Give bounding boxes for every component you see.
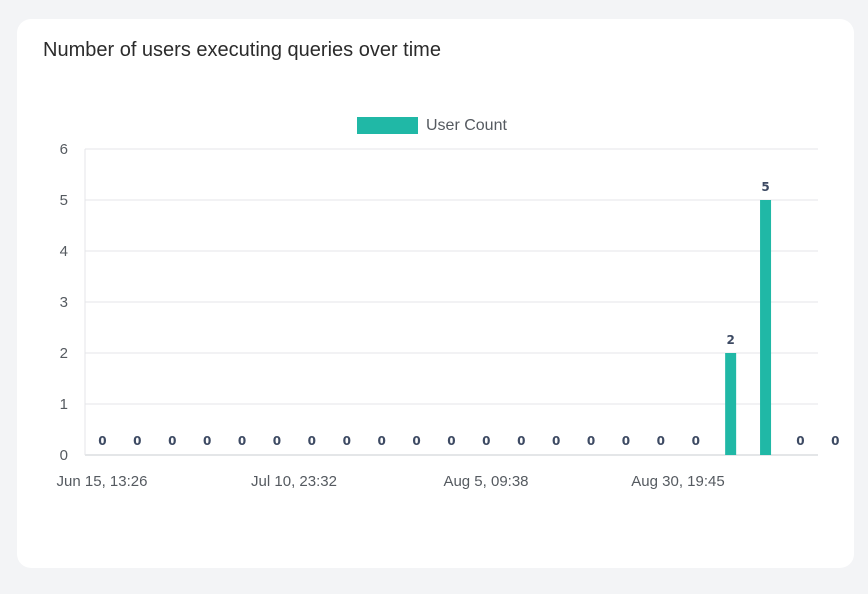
legend[interactable]: User Count [357,117,507,134]
y-axis: 0 1 2 3 4 5 6 [60,141,86,464]
data-label: 0 [377,434,385,448]
data-label: 0 [203,434,211,448]
data-label: 0 [98,434,106,448]
data-label: 0 [308,434,316,448]
data-label: 5 [761,180,769,194]
x-tick-label: Jun 15, 13:26 [57,473,148,490]
data-label: 0 [657,434,665,448]
y-tick-label: 0 [60,447,68,464]
data-label: 0 [168,434,176,448]
x-tick-label: Aug 30, 19:45 [631,473,724,490]
data-label: 0 [343,434,351,448]
data-label: 0 [133,434,141,448]
data-label: 0 [831,434,839,448]
data-label: 2 [726,333,734,347]
y-tick-label: 3 [60,294,68,311]
data-label: 0 [796,434,804,448]
x-tick-label: Jul 10, 23:32 [251,473,337,490]
legend-item-user-count[interactable]: User Count [357,117,507,134]
bar[interactable] [725,353,737,455]
y-tick-label: 5 [60,192,68,209]
grid-lines [85,148,818,456]
chart-card: Number of users executing queries over t… [17,19,854,568]
bar[interactable] [760,200,772,455]
legend-label: User Count [426,117,507,134]
x-tick-label: Aug 5, 09:38 [443,473,528,490]
y-tick-label: 6 [60,141,68,158]
data-labels: 0 0 0 0 0 0 0 0 0 0 0 0 0 0 0 0 0 0 2 5 0 0 [98,180,839,448]
y-tick-label: 2 [60,345,68,362]
data-label: 0 [552,434,560,448]
data-label: 0 [622,434,630,448]
data-label: 0 [238,434,246,448]
x-axis: Jun 15, 13:26 Jul 10, 23:32 Aug 5, 09:38 Au… [57,473,725,490]
data-label: 0 [412,434,420,448]
data-label: 0 [447,434,455,448]
y-tick-label: 4 [60,243,68,260]
data-label: 0 [517,434,525,448]
data-label: 0 [482,434,490,448]
bars [725,200,772,455]
data-label: 0 [587,434,595,448]
legend-swatch [357,117,418,134]
y-tick-label: 1 [60,396,68,413]
data-label: 0 [692,434,700,448]
data-label: 0 [273,434,281,448]
chart-title: Number of users executing queries over t… [43,39,441,61]
